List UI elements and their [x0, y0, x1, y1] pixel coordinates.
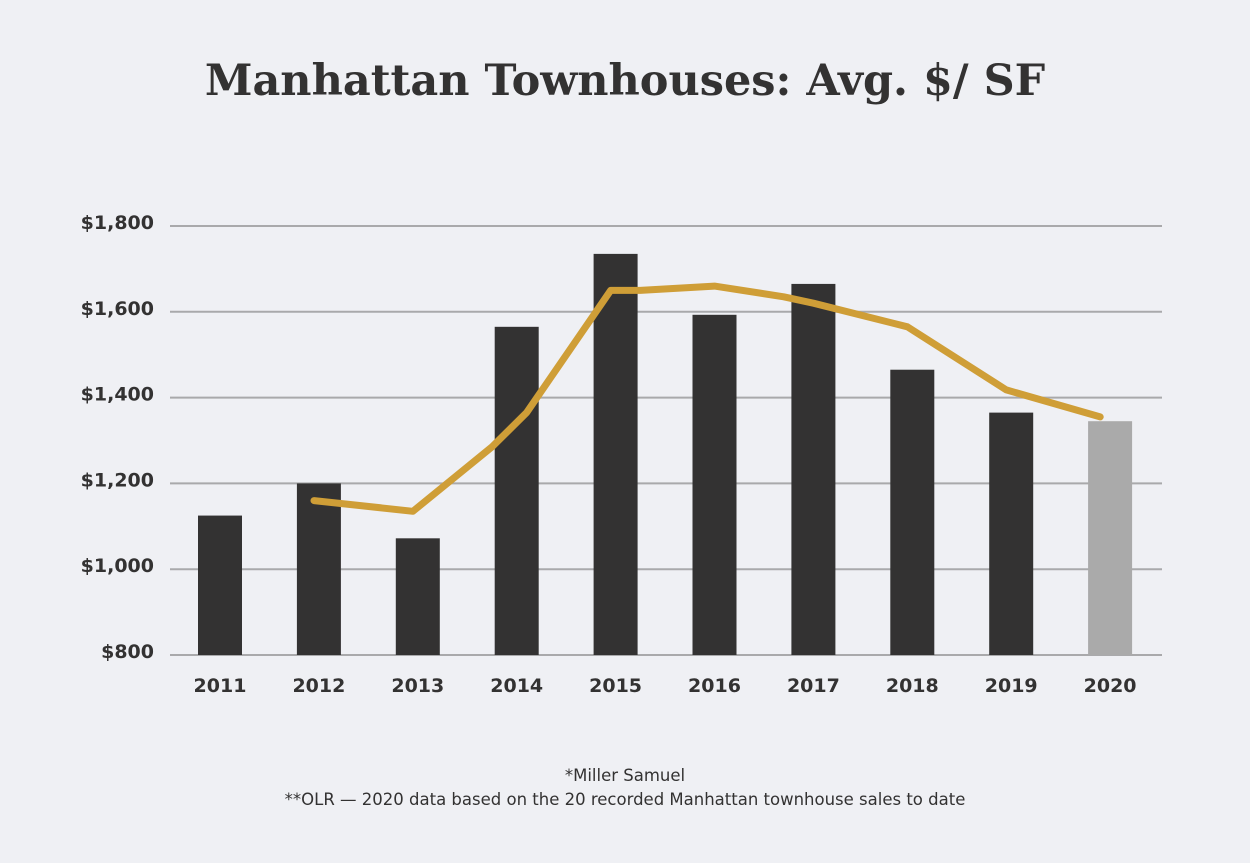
bar-2015: [593, 253, 638, 655]
chart-title: Manhattan Townhouses: Avg. $/ SF: [205, 56, 1045, 106]
y-axis-ticks: $800 $1,000 $1,200 $1,400 $1,600 $1,800: [81, 212, 154, 663]
y-tick-label: $1,600: [81, 298, 154, 320]
olr-footnote: **OLR — 2020 data based on the 20 record…: [285, 790, 966, 809]
source-footnote: *Miller Samuel: [565, 766, 685, 785]
x-tick-label: 2015: [589, 675, 642, 697]
x-tick-label: 2019: [985, 675, 1038, 697]
x-tick-label: 2012: [292, 675, 345, 697]
x-tick-label: 2017: [787, 675, 840, 697]
bar-2017: [791, 283, 836, 655]
x-tick-label: 2011: [194, 675, 247, 697]
trend-line-layer: [310, 282, 1104, 515]
x-axis-ticks: 2011 2012 2013 2014 2015 2016 2017 2018 2019 2020: [194, 675, 1137, 697]
bar-2014: [494, 326, 539, 655]
x-tick-label: 2014: [490, 675, 543, 697]
x-tick-label: 2020: [1084, 675, 1137, 697]
y-tick-label: $1,800: [81, 212, 154, 234]
y-tick-label: $800: [101, 641, 154, 663]
x-tick-label: 2016: [688, 675, 741, 697]
bar-2011: [198, 515, 242, 655]
bar-2016: [692, 314, 737, 655]
bar-2012: [296, 483, 341, 655]
y-tick-label: $1,400: [81, 384, 154, 406]
y-tick-label: $1,200: [81, 469, 154, 491]
x-tick-label: 2018: [886, 675, 939, 697]
trend-line: [310, 282, 1104, 515]
bars: [198, 253, 1133, 655]
bar-2019: [989, 412, 1034, 655]
y-tick-label: $1,000: [81, 555, 154, 577]
bar-2013: [395, 538, 440, 655]
x-tick-label: 2013: [391, 675, 444, 697]
bar-2020: [1088, 421, 1133, 655]
bar-2018: [890, 369, 935, 655]
